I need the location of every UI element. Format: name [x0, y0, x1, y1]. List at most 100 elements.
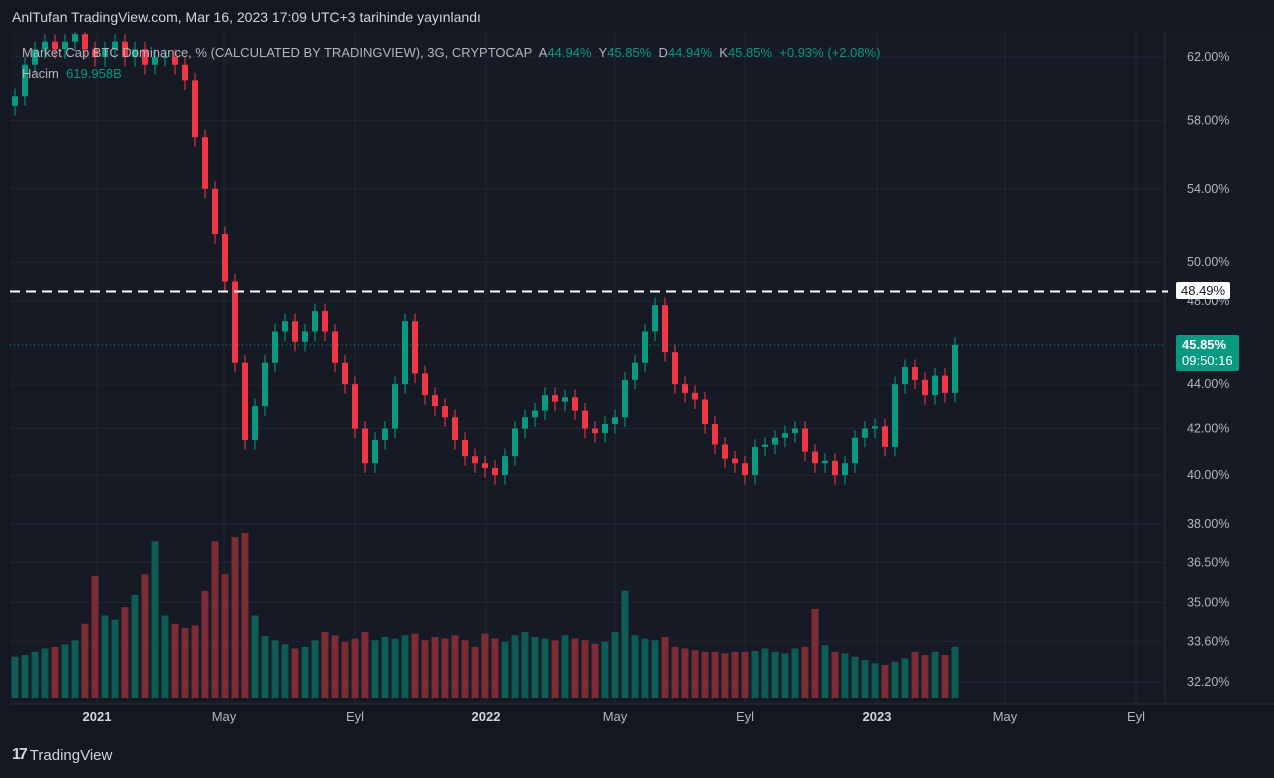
candle-body: [172, 57, 178, 65]
candle-body: [602, 424, 608, 434]
volume-bar: [701, 651, 709, 698]
x-tick: Eyl: [1126, 709, 1146, 724]
volume-bar: [341, 641, 349, 698]
candle-body: [662, 305, 668, 353]
candle-body: [242, 362, 248, 440]
volume-bar: [281, 644, 289, 698]
x-tick: May: [602, 709, 628, 724]
y-tick: 42.00%: [1187, 422, 1229, 436]
volume-bar: [141, 574, 149, 698]
tradingview-logo[interactable]: 17 TradingView: [12, 746, 112, 764]
volume-bar: [231, 537, 239, 698]
volume-bar: [41, 648, 49, 698]
candle-body: [652, 305, 658, 332]
candle-body: [522, 417, 528, 429]
last-price: 45.85%: [1182, 337, 1227, 352]
symbol-title[interactable]: Market Cap BTC Dominance, % (CALCULATED …: [22, 45, 533, 60]
volume-bar: [351, 638, 359, 698]
candle-body: [902, 366, 908, 385]
candle-body: [742, 463, 748, 476]
candle-body: [582, 410, 588, 429]
volume-bar: [761, 648, 769, 698]
volume-bar: [481, 633, 489, 698]
volume-bar: [421, 640, 429, 698]
volume-bar: [841, 653, 849, 698]
volume-bar: [211, 541, 219, 698]
candle-body: [192, 80, 198, 138]
volume-bar: [561, 635, 569, 698]
tradingview-logo-icon: 17: [12, 746, 28, 763]
candle-body: [222, 234, 228, 282]
bar-countdown: 09:50:16: [1182, 353, 1233, 368]
volume-legend: Hacim 619.958B: [22, 66, 122, 81]
volume-bar: [161, 615, 169, 698]
candle-body: [672, 352, 678, 385]
open-value: 44.94%: [547, 45, 592, 60]
candle-body: [252, 406, 258, 440]
volume-bar: [131, 594, 139, 698]
candle-body: [852, 437, 858, 464]
candle-body: [372, 439, 378, 464]
candle-body: [952, 344, 958, 393]
candle-body: [922, 379, 928, 396]
candle-body: [622, 379, 628, 418]
candle-body: [42, 41, 48, 50]
candle-body: [162, 57, 168, 58]
candle-body: [472, 456, 478, 464]
y-tick: 35.00%: [1187, 595, 1229, 609]
candle-body: [272, 331, 278, 363]
candle-body: [22, 64, 28, 97]
volume-bar: [601, 641, 609, 698]
x-tick: Eyl: [735, 709, 755, 724]
volume-bar: [401, 635, 409, 698]
volume-bar: [171, 623, 179, 698]
candle-body: [882, 426, 888, 447]
volume-bar: [941, 655, 949, 698]
y-tick: 58.00%: [1187, 114, 1229, 128]
volume-bar: [571, 638, 579, 698]
volume-bar: [901, 658, 909, 698]
candle-body: [32, 49, 38, 65]
volume-label[interactable]: Hacim: [22, 66, 59, 81]
y-tick: 36.50%: [1187, 555, 1229, 569]
candle-body: [702, 399, 708, 425]
volume-bar: [501, 641, 509, 698]
volume-bar: [291, 648, 299, 698]
volume-bar: [711, 651, 719, 698]
volume-bar: [361, 632, 369, 698]
candle-body: [552, 395, 558, 402]
candle-body: [592, 428, 598, 434]
candle-body: [262, 362, 268, 407]
volume-bar: [821, 645, 829, 698]
volume-bar: [511, 635, 519, 698]
y-tick: 50.00%: [1187, 255, 1229, 269]
open-label: A: [538, 45, 548, 60]
volume-bar: [641, 638, 649, 698]
volume-bar: [241, 533, 249, 698]
brand-name: TradingView: [29, 746, 113, 764]
candle-body: [482, 463, 488, 468]
candle-body: [832, 460, 838, 476]
candle-body: [642, 331, 648, 363]
candle-body: [502, 456, 508, 476]
candle-body: [332, 331, 338, 363]
candle-body: [392, 384, 398, 429]
high-label: Y: [598, 45, 608, 60]
candle-body: [782, 433, 788, 438]
volume-bar: [551, 640, 559, 698]
volume-bar: [381, 636, 389, 698]
low-value: 44.94%: [667, 45, 713, 60]
volume-bar: [611, 632, 619, 698]
candle-body: [542, 395, 548, 411]
candle-body: [412, 321, 418, 374]
close-label: K: [719, 45, 728, 60]
volume-bar: [851, 656, 859, 698]
volume-bar: [951, 646, 959, 698]
candle-body: [722, 444, 728, 459]
volume-bar: [811, 608, 819, 698]
candle-body: [562, 397, 568, 402]
volume-bar: [31, 651, 39, 698]
candle-body: [822, 460, 828, 464]
volume-bar: [521, 632, 529, 698]
